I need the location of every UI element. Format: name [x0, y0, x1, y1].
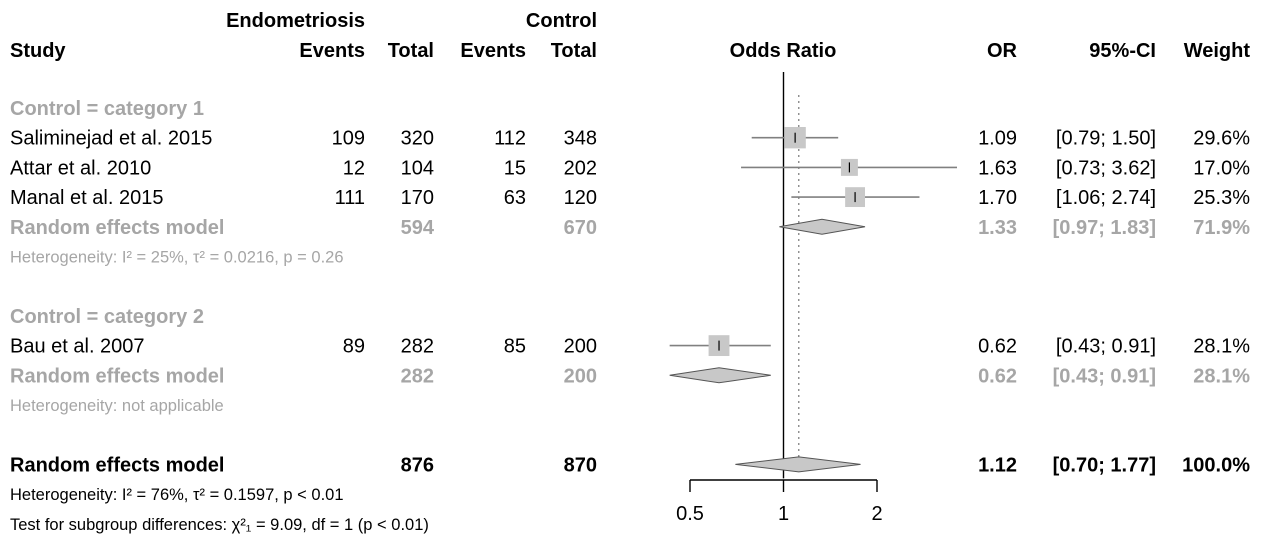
row-overall: Random effects model 876 870 1.12 [0.70; 1.7… [10, 454, 1250, 476]
total-control: 120 [564, 187, 597, 209]
row-het: Heterogeneity: not applicable [10, 397, 224, 415]
heterogeneity-text: Heterogeneity: not applicable [10, 397, 224, 415]
header-ci: 95%-CI [1089, 40, 1156, 62]
weight-value: 29.6% [1193, 128, 1250, 150]
subgroup-label: Control = category 1 [10, 98, 204, 120]
subgroup-test-text: Test for subgroup differences: χ²₁ = 9.0… [10, 516, 429, 534]
heterogeneity-text: Heterogeneity: I² = 25%, τ² = 0.0216, p … [10, 249, 344, 267]
summary-diamond [779, 218, 866, 235]
ci-value: [0.43; 0.91] [1056, 336, 1156, 358]
or-value: 1.70 [978, 187, 1017, 209]
or-value: 0.62 [978, 365, 1017, 387]
study-label: Saliminejad et al. 2015 [10, 128, 212, 150]
header-or: OR [987, 40, 1018, 62]
total-control: 200 [564, 365, 597, 387]
events-control: 112 [494, 128, 526, 150]
ci-value: [0.70; 1.77] [1053, 454, 1156, 476]
events-endometriosis: 12 [343, 157, 365, 179]
ci-value: [0.97; 1.83] [1053, 217, 1156, 239]
ci-value: [0.43; 0.91] [1053, 365, 1156, 387]
header-events-1: Events [299, 40, 365, 62]
total-endometriosis: 170 [401, 187, 434, 209]
events-endometriosis: 109 [332, 128, 365, 150]
row-subgroup: Control = category 2 [10, 306, 204, 328]
row-subtotal: Random effects model 282 200 0.62 [0.43; 0.9… [10, 365, 1250, 387]
row-study: Bau et al. 2007 89 85 282 200 0.62 [0.43; 0.91… [10, 336, 1250, 358]
weight-value: 71.9% [1193, 217, 1250, 239]
column-headers: Endometriosis Control Study Events Total… [10, 10, 1250, 62]
total-control: 202 [564, 157, 597, 179]
row-subgroup: Control = category 1 [10, 98, 204, 120]
events-endometriosis: 89 [343, 336, 365, 358]
model-label: Random effects model [10, 217, 224, 239]
weight-value: 28.1% [1193, 336, 1250, 358]
total-endometriosis: 282 [401, 336, 434, 358]
header-total-2: Total [551, 40, 597, 62]
header-events-2: Events [460, 40, 526, 62]
total-control: 870 [564, 454, 597, 476]
total-endometriosis: 282 [401, 365, 434, 387]
total-endometriosis: 876 [401, 454, 434, 476]
summary-diamond [669, 367, 771, 384]
header-study: Study [10, 40, 66, 62]
events-control: 85 [504, 336, 526, 358]
or-value: 0.62 [978, 336, 1017, 358]
total-endometriosis: 594 [401, 217, 435, 239]
ci-value: [0.79; 1.50] [1056, 128, 1156, 150]
x-tick-label: 2 [871, 503, 882, 525]
row-study: Manal et al. 2015 111 63 170 120 1.70 [1.06; 2… [10, 187, 1250, 209]
row-het: Heterogeneity: I² = 25%, τ² = 0.0216, p … [10, 249, 344, 267]
model-label: Random effects model [10, 454, 224, 476]
header-endometriosis: Endometriosis [226, 10, 365, 32]
or-value: 1.33 [978, 217, 1017, 239]
x-tick-label: 0.5 [676, 503, 704, 525]
study-label: Attar et al. 2010 [10, 157, 151, 179]
summary-diamond [735, 456, 861, 473]
row-het_overall: Heterogeneity: I² = 76%, τ² = 0.1597, p … [10, 486, 344, 504]
header-total-1: Total [388, 40, 434, 62]
heterogeneity-overall-text: Heterogeneity: I² = 76%, τ² = 0.1597, p … [10, 486, 344, 504]
ci-value: [0.73; 3.62] [1056, 157, 1156, 179]
x-tick-label: 1 [778, 503, 789, 525]
subgroup-label: Control = category 2 [10, 306, 204, 328]
or-value: 1.09 [978, 128, 1017, 150]
weight-value: 28.1% [1193, 365, 1250, 387]
row-subgroup_test: Test for subgroup differences: χ²₁ = 9.0… [10, 516, 429, 534]
row-study: Saliminejad et al. 2015 109 112 320 348 1.09 [… [10, 128, 1250, 150]
row-study: Attar et al. 2010 12 15 104 202 1.63 [0.73; 3.… [10, 157, 1250, 179]
header-control: Control [526, 10, 597, 32]
model-label: Random effects model [10, 365, 224, 387]
header-odds-ratio: Odds Ratio [730, 40, 837, 62]
events-control: 63 [504, 187, 526, 209]
forest-rows: Control = category 1 Saliminejad et al. 2… [10, 98, 1250, 534]
study-label: Bau et al. 2007 [10, 336, 145, 358]
forest-marks [669, 127, 957, 473]
total-control: 670 [564, 217, 597, 239]
total-endometriosis: 104 [401, 157, 434, 179]
total-control: 348 [564, 128, 597, 150]
or-value: 1.63 [978, 157, 1017, 179]
or-value: 1.12 [978, 454, 1017, 476]
weight-value: 17.0% [1193, 157, 1250, 179]
x-axis: 0.5 1 2 [676, 72, 883, 525]
header-weight: Weight [1184, 40, 1251, 62]
study-label: Manal et al. 2015 [10, 187, 163, 209]
weight-value: 100.0% [1182, 454, 1250, 476]
ci-value: [1.06; 2.74] [1056, 187, 1156, 209]
total-endometriosis: 320 [401, 128, 434, 150]
events-control: 15 [504, 157, 526, 179]
events-endometriosis: 111 [335, 187, 365, 209]
weight-value: 25.3% [1193, 187, 1250, 209]
total-control: 200 [564, 336, 597, 358]
row-subtotal: Random effects model 594 670 1.33 [0.97; 1.8… [10, 217, 1250, 239]
